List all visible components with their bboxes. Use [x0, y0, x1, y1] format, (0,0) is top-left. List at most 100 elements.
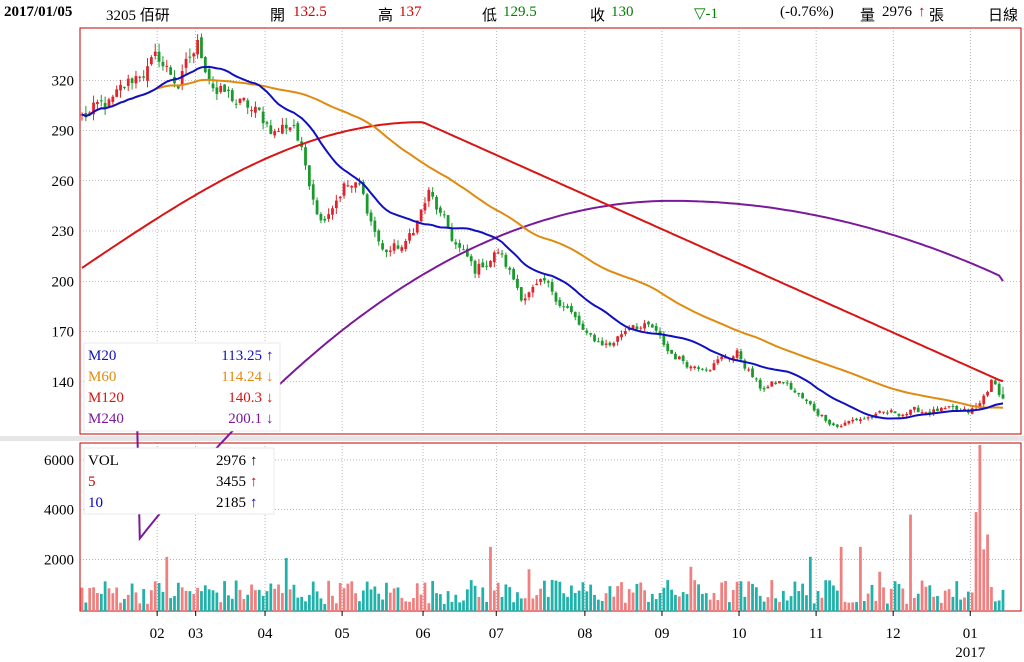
panel-divider[interactable]: [0, 436, 1024, 441]
candle-body: [504, 254, 508, 267]
candle-body: [847, 420, 851, 424]
volume-bar: [978, 445, 982, 611]
volume-bar: [319, 598, 323, 611]
year-label: 2017: [955, 645, 986, 661]
candle-body: [543, 277, 546, 281]
volume-bar: [396, 587, 400, 611]
volume-bar: [824, 580, 828, 611]
volume-bar: [893, 581, 897, 611]
candle-body: [123, 86, 126, 88]
candle-body: [577, 315, 581, 325]
volume-bar: [273, 588, 277, 611]
candle-body: [693, 366, 697, 369]
volume-bar: [835, 590, 839, 611]
month-tick-label: 09: [654, 626, 669, 642]
candle-body: [843, 422, 847, 426]
moving-average-lines: [81, 65, 1004, 542]
candle-body: [754, 378, 758, 380]
volume-bar: [936, 596, 939, 611]
candle-body: [920, 412, 924, 414]
volume-bar: [600, 600, 604, 611]
candle-body: [203, 57, 207, 73]
volume-arrow: ↑: [918, 4, 926, 20]
candle-body: [666, 343, 670, 352]
volume-bar: [986, 534, 989, 611]
volume-legend-arrow: ↑: [250, 453, 258, 469]
volume-bar: [157, 583, 161, 611]
volume-bar: [928, 585, 932, 611]
volume-bar: [523, 598, 527, 611]
volume-bar: [242, 598, 246, 611]
candle-body: [801, 393, 805, 399]
candle-body: [180, 71, 184, 86]
volume-bar: [612, 596, 616, 611]
volume-bar: [712, 593, 716, 611]
candle-body: [593, 334, 596, 342]
candle-body: [111, 96, 115, 102]
volume-bar: [666, 580, 670, 611]
volume-bar: [350, 581, 354, 611]
volume-bar: [805, 595, 808, 611]
candle-body: [408, 233, 411, 241]
candle-body: [743, 360, 747, 369]
candle-body: [758, 379, 762, 389]
volume-bar: [959, 599, 962, 611]
volume-bar: [346, 583, 350, 611]
month-tick-label: 08: [577, 626, 592, 642]
candle-body: [939, 407, 943, 412]
candle-body: [184, 58, 188, 68]
volume-bar: [408, 601, 411, 611]
period-label: 日線: [988, 8, 1019, 24]
high-label: 高: [378, 8, 394, 24]
volume-bar: [943, 590, 947, 611]
volume-bar: [435, 593, 438, 611]
volume-bar: [153, 581, 157, 611]
volume-bar: [180, 587, 184, 611]
candle-body: [762, 388, 766, 390]
candle-body: [142, 76, 146, 78]
month-tick-label: 02: [150, 626, 165, 642]
volume-bar: [331, 595, 334, 611]
month-tick-label: 05: [335, 626, 350, 642]
ma-legend-value: 113.25: [221, 348, 262, 364]
volume-legend: VOL 2976 ↑5 3455 ↑10 2185 ↑: [83, 447, 275, 515]
volume-bar: [442, 603, 446, 611]
volume-bar: [558, 581, 562, 611]
candle-body: [446, 215, 450, 228]
ma-legend-name: M20: [88, 348, 116, 364]
candle-body: [288, 127, 292, 131]
volume-bar: [489, 546, 492, 611]
candle-body: [304, 147, 307, 166]
volume-bar: [974, 512, 978, 611]
m60-line: [81, 78, 1004, 409]
candle-body: [96, 102, 99, 105]
candle-body: [909, 409, 912, 415]
candle-body: [747, 369, 751, 371]
volume-bar: [562, 593, 566, 611]
candle-body: [485, 265, 489, 267]
volume-bar: [184, 590, 188, 611]
candle-body: [647, 321, 650, 325]
candle-body: [211, 83, 215, 89]
candle-body: [423, 203, 427, 211]
candle-body: [812, 403, 816, 411]
volume-bar: [427, 603, 431, 611]
volume-legend-box: [83, 447, 275, 515]
volume-bar: [80, 587, 84, 611]
candle-body: [808, 401, 812, 405]
volume-bar: [126, 594, 130, 611]
volume-bar: [280, 593, 284, 611]
volume-bar: [635, 583, 639, 611]
volume-bar: [284, 558, 288, 611]
volume-bar: [789, 596, 793, 611]
candle-body: [862, 418, 866, 420]
volume-bar: [103, 581, 107, 611]
volume-bar: [173, 596, 176, 611]
candle-body: [134, 76, 138, 84]
candle-body: [435, 196, 438, 210]
volume-bar: [377, 593, 381, 611]
close-label: 收: [590, 8, 606, 24]
volume-legend-arrow: ↑: [250, 474, 258, 490]
volume-bar: [354, 593, 357, 611]
